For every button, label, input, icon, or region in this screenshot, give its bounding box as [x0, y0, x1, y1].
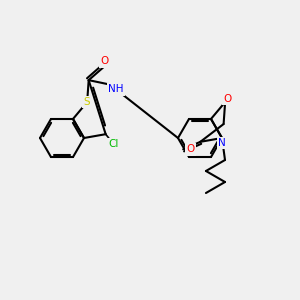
Text: S: S — [84, 97, 91, 107]
Text: O: O — [100, 56, 109, 66]
Text: Cl: Cl — [109, 139, 119, 149]
Text: NH: NH — [108, 84, 123, 94]
Text: O: O — [186, 144, 194, 154]
Text: N: N — [218, 138, 226, 148]
Text: O: O — [223, 94, 231, 104]
